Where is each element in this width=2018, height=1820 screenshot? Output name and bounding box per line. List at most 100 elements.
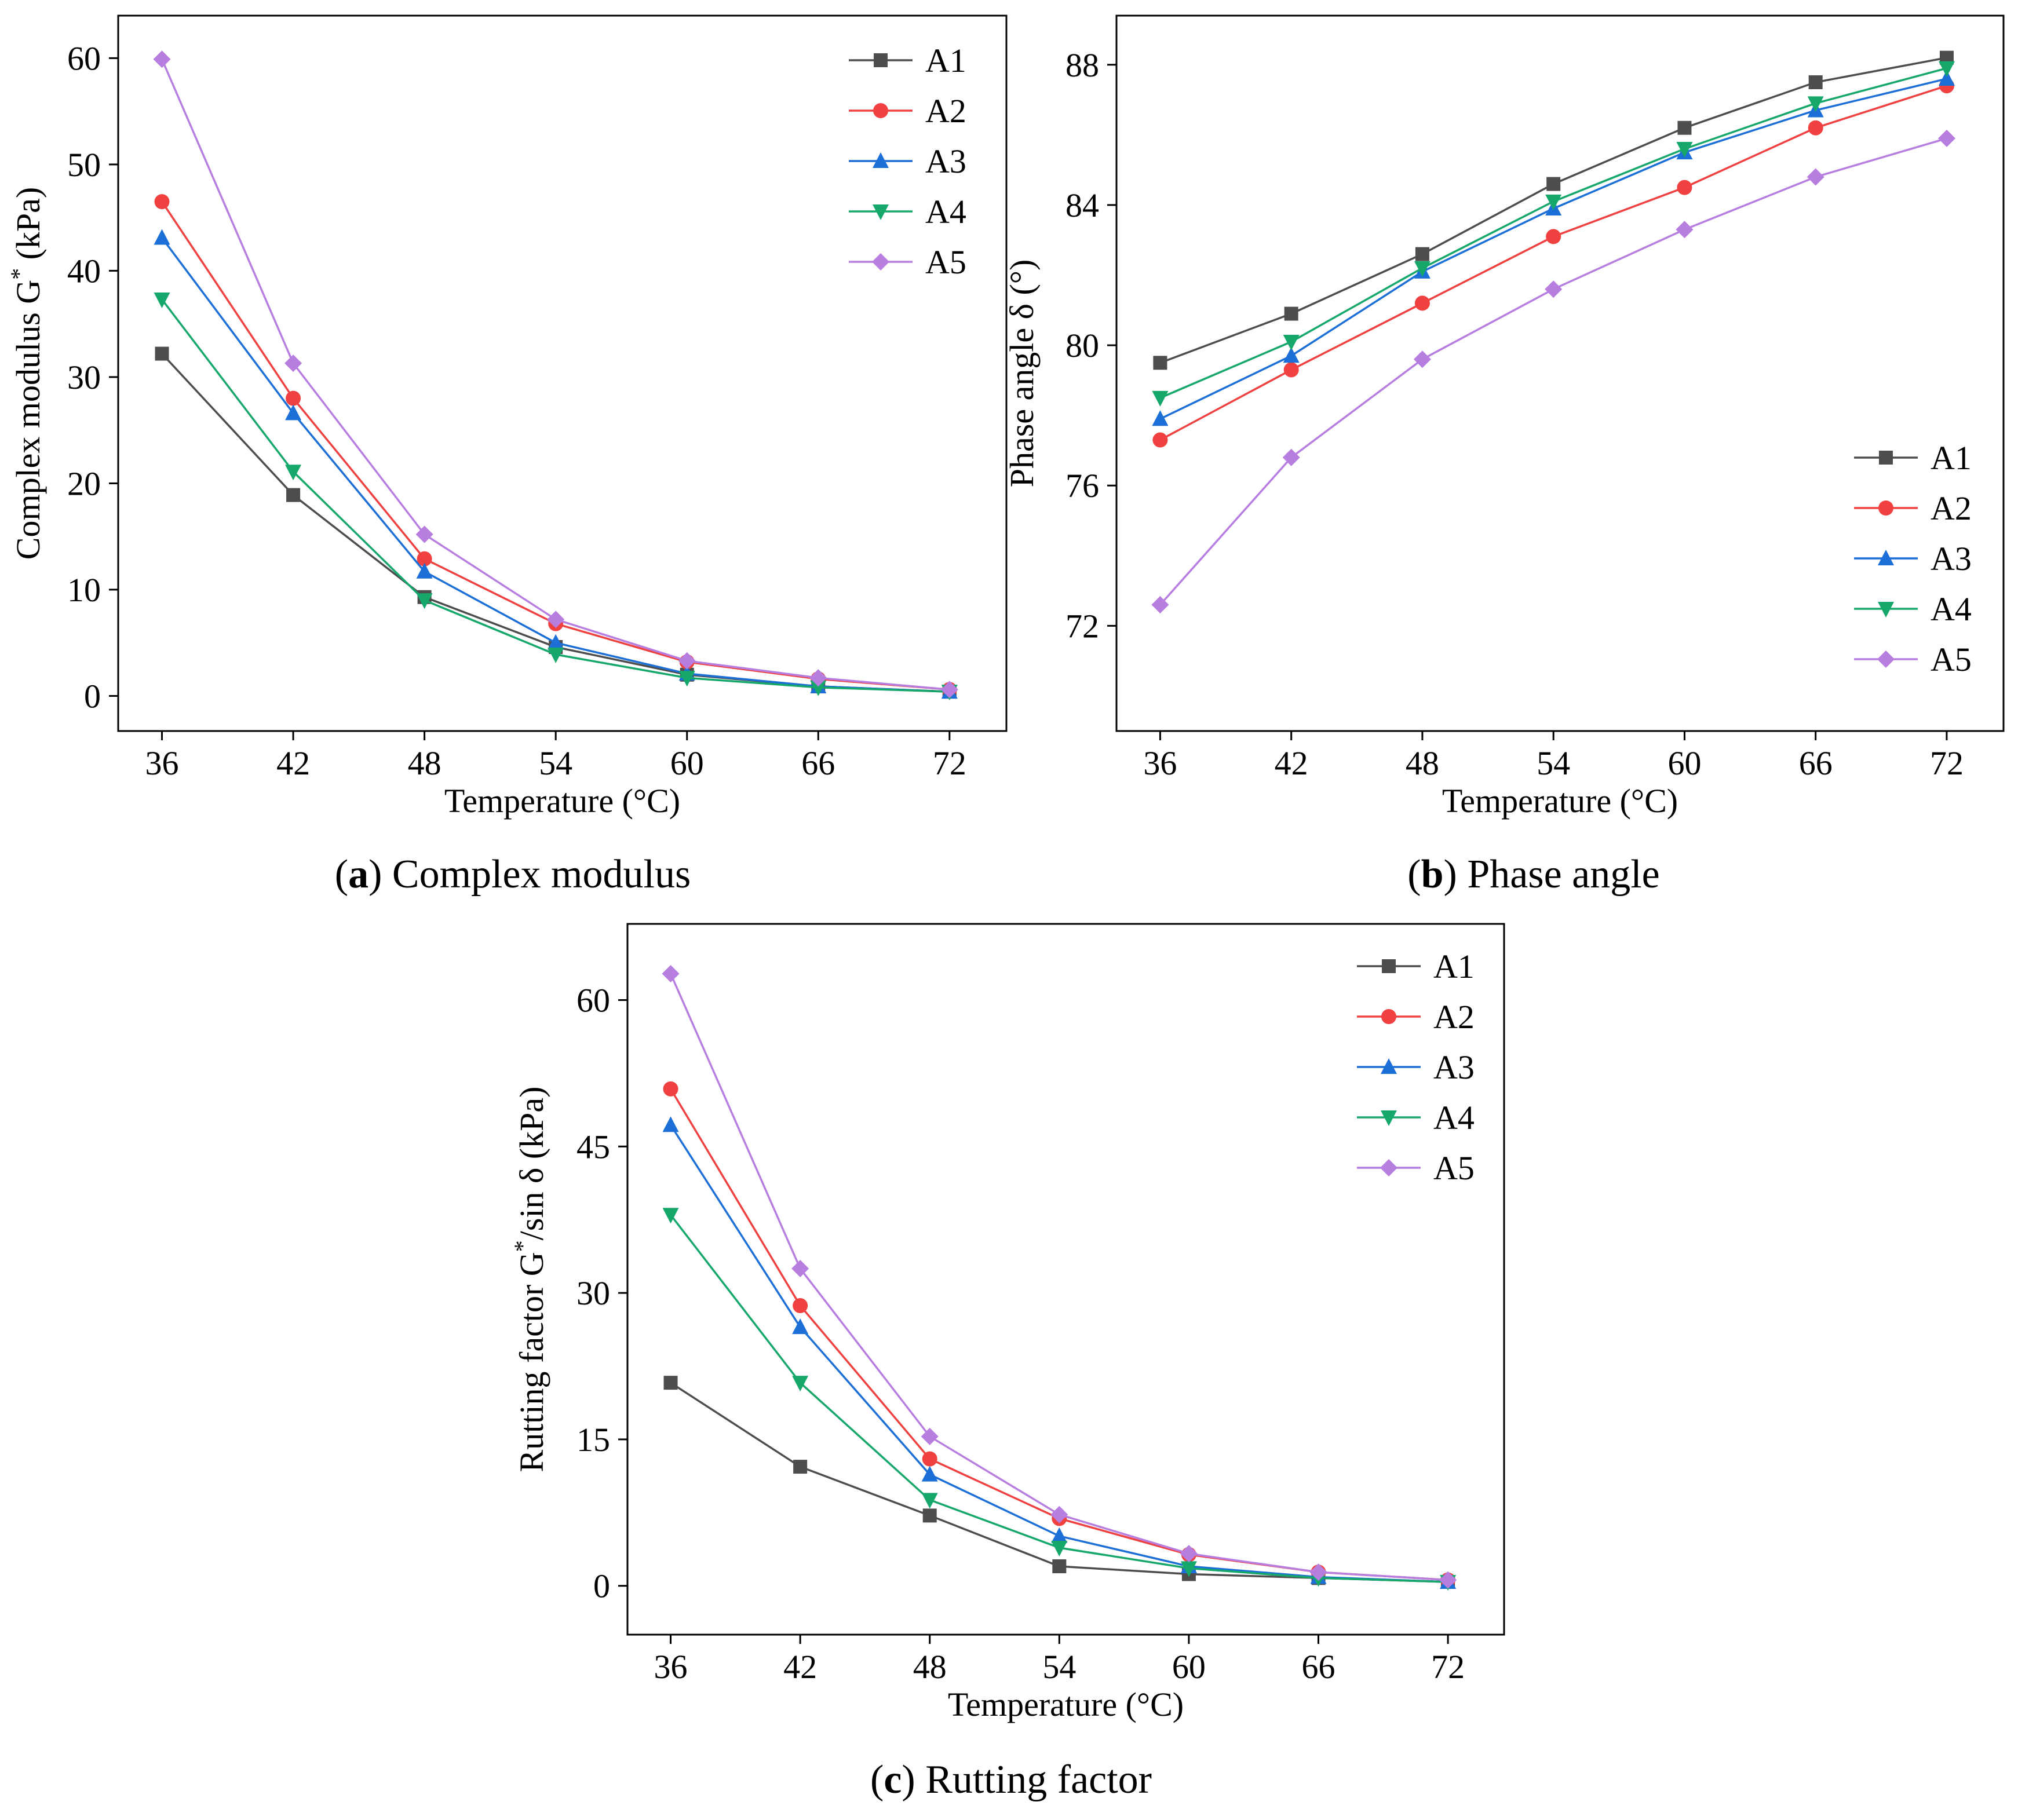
y-tick-label: 60 bbox=[67, 39, 101, 77]
legend-label-a3: A3 bbox=[1433, 1048, 1475, 1086]
data-point-a5 bbox=[415, 525, 433, 543]
data-point-a3 bbox=[662, 1116, 679, 1132]
x-tick-label: 48 bbox=[408, 744, 441, 782]
data-point-a1 bbox=[1052, 1559, 1067, 1574]
data-point-a2 bbox=[922, 1451, 937, 1467]
x-tick-label: 42 bbox=[276, 744, 310, 782]
data-point-a1 bbox=[922, 1508, 937, 1523]
data-point-a3 bbox=[792, 1318, 809, 1335]
y-axis-title: Phase angle δ (°) bbox=[1003, 260, 1041, 488]
data-point-a1 bbox=[663, 1376, 678, 1390]
x-axis-title: Temperature (°C) bbox=[948, 1686, 1184, 1723]
data-point-a5 bbox=[662, 964, 680, 982]
legend-marker-a3 bbox=[1381, 1058, 1397, 1074]
caption-paren: ) bbox=[1444, 852, 1468, 897]
data-point-a5 bbox=[1413, 350, 1431, 368]
data-point-a1 bbox=[1677, 120, 1692, 135]
chart-panel-b: 36 42 48 54 60 66 72 72 76 80 84 88 Temperature (°C)… bbox=[1003, 14, 2005, 897]
x-tick-label: 42 bbox=[1275, 744, 1308, 782]
caption-letter: b bbox=[1421, 852, 1444, 897]
legend-marker-a4 bbox=[1381, 1110, 1397, 1126]
y-tick-label: 80 bbox=[1065, 327, 1099, 364]
data-point-a3 bbox=[1938, 70, 1955, 86]
x-tick-label: 60 bbox=[670, 744, 704, 782]
x-axis-title: Temperature (°C) bbox=[1442, 782, 1678, 820]
data-point-a2 bbox=[1677, 180, 1692, 195]
x-tick-label: 72 bbox=[1431, 1648, 1465, 1686]
data-point-a5 bbox=[153, 50, 171, 68]
data-point-a5 bbox=[1180, 1545, 1198, 1563]
y-tick-label: 50 bbox=[67, 146, 101, 184]
panel-caption: (a) Complex modulus bbox=[335, 852, 691, 897]
data-point-a5 bbox=[1937, 129, 1955, 147]
data-point-a5 bbox=[1309, 1563, 1327, 1581]
caption-text: Complex modulus bbox=[392, 852, 691, 897]
series-line-a4 bbox=[670, 1214, 1448, 1583]
y-tick-label: 76 bbox=[1065, 467, 1099, 505]
legend-label-a5: A5 bbox=[1931, 641, 1972, 678]
caption-text: Phase angle bbox=[1467, 852, 1659, 897]
data-point-a4 bbox=[678, 671, 695, 687]
y-axis-title: Rutting factor G*/sin δ (kPa) bbox=[509, 1087, 550, 1472]
y-tick-label: 15 bbox=[576, 1421, 610, 1459]
data-point-a3 bbox=[1051, 1527, 1068, 1543]
y-tick-label: 30 bbox=[67, 359, 101, 396]
data-point-a5 bbox=[940, 681, 958, 699]
data-point-a4 bbox=[1283, 335, 1300, 351]
y-axis-title-part: Complex modulus G bbox=[9, 280, 47, 560]
y-tick-label: 88 bbox=[1065, 46, 1099, 84]
caption-paren: ( bbox=[335, 852, 348, 897]
legend-label-a5: A5 bbox=[1433, 1149, 1475, 1187]
x-tick-label: 48 bbox=[913, 1648, 947, 1686]
legend-marker-a3 bbox=[1878, 550, 1894, 565]
legend-label-a4: A4 bbox=[1433, 1099, 1475, 1136]
series-line-a4 bbox=[161, 298, 950, 693]
x-tick-label: 60 bbox=[1667, 744, 1701, 782]
legend-marker-a4 bbox=[1878, 602, 1894, 617]
legend-label-a2: A2 bbox=[1433, 998, 1475, 1036]
data-point-a5 bbox=[1151, 596, 1169, 614]
data-point-a2 bbox=[1283, 362, 1299, 378]
legend-label-a4: A4 bbox=[925, 193, 966, 231]
data-point-a5 bbox=[1050, 1505, 1068, 1523]
x-tick-label: 66 bbox=[1799, 744, 1833, 782]
x-tick-label: 54 bbox=[539, 744, 572, 782]
data-point-a1 bbox=[286, 488, 301, 502]
series-line-a2 bbox=[1159, 85, 1947, 441]
y-axis-title-part: /sin δ (kPa) bbox=[513, 1087, 550, 1241]
legend-label-a1: A1 bbox=[1931, 439, 1972, 477]
data-point-a1 bbox=[155, 346, 169, 361]
legend-marker-a2 bbox=[873, 103, 888, 118]
y-tick-label: 0 bbox=[84, 677, 101, 715]
y-axis-title-part: (kPa) bbox=[9, 187, 47, 268]
legend-marker-a1 bbox=[1879, 451, 1893, 465]
plot-frame bbox=[626, 923, 1505, 1636]
data-point-a1 bbox=[1284, 306, 1298, 321]
caption-letter: c bbox=[884, 1757, 902, 1802]
data-point-a5 bbox=[678, 652, 696, 670]
y-axis-title-part: Phase angle δ (°) bbox=[1003, 260, 1041, 488]
y-tick-label: 0 bbox=[593, 1567, 610, 1605]
x-tick-label: 72 bbox=[1930, 744, 1964, 782]
data-point-a4 bbox=[792, 1376, 809, 1392]
caption-paren: ) bbox=[902, 1757, 925, 1802]
legend-marker-a1 bbox=[1382, 959, 1396, 973]
data-point-a5 bbox=[809, 669, 827, 687]
y-tick-label: 60 bbox=[576, 981, 610, 1019]
data-point-a4 bbox=[548, 647, 564, 663]
panel-caption: (b) Phase angle bbox=[1407, 852, 1659, 897]
legend-label-a1: A1 bbox=[1433, 948, 1475, 985]
caption-paren: ) bbox=[368, 852, 392, 897]
y-axis-title: Complex modulus G* (kPa) bbox=[6, 187, 47, 560]
y-tick-label: 72 bbox=[1065, 607, 1099, 645]
data-point-a5 bbox=[284, 355, 302, 372]
series-line-a5 bbox=[160, 59, 950, 691]
legend-label-a4: A4 bbox=[1931, 590, 1972, 628]
data-point-a5 bbox=[921, 1427, 939, 1445]
legend-label-a2: A2 bbox=[1931, 489, 1972, 527]
y-axis-title-superscript: * bbox=[509, 1240, 535, 1252]
data-point-a1 bbox=[1153, 356, 1167, 370]
x-tick-label: 48 bbox=[1406, 744, 1439, 782]
y-tick-label: 10 bbox=[67, 571, 101, 609]
legend-marker-a2 bbox=[1381, 1009, 1396, 1024]
